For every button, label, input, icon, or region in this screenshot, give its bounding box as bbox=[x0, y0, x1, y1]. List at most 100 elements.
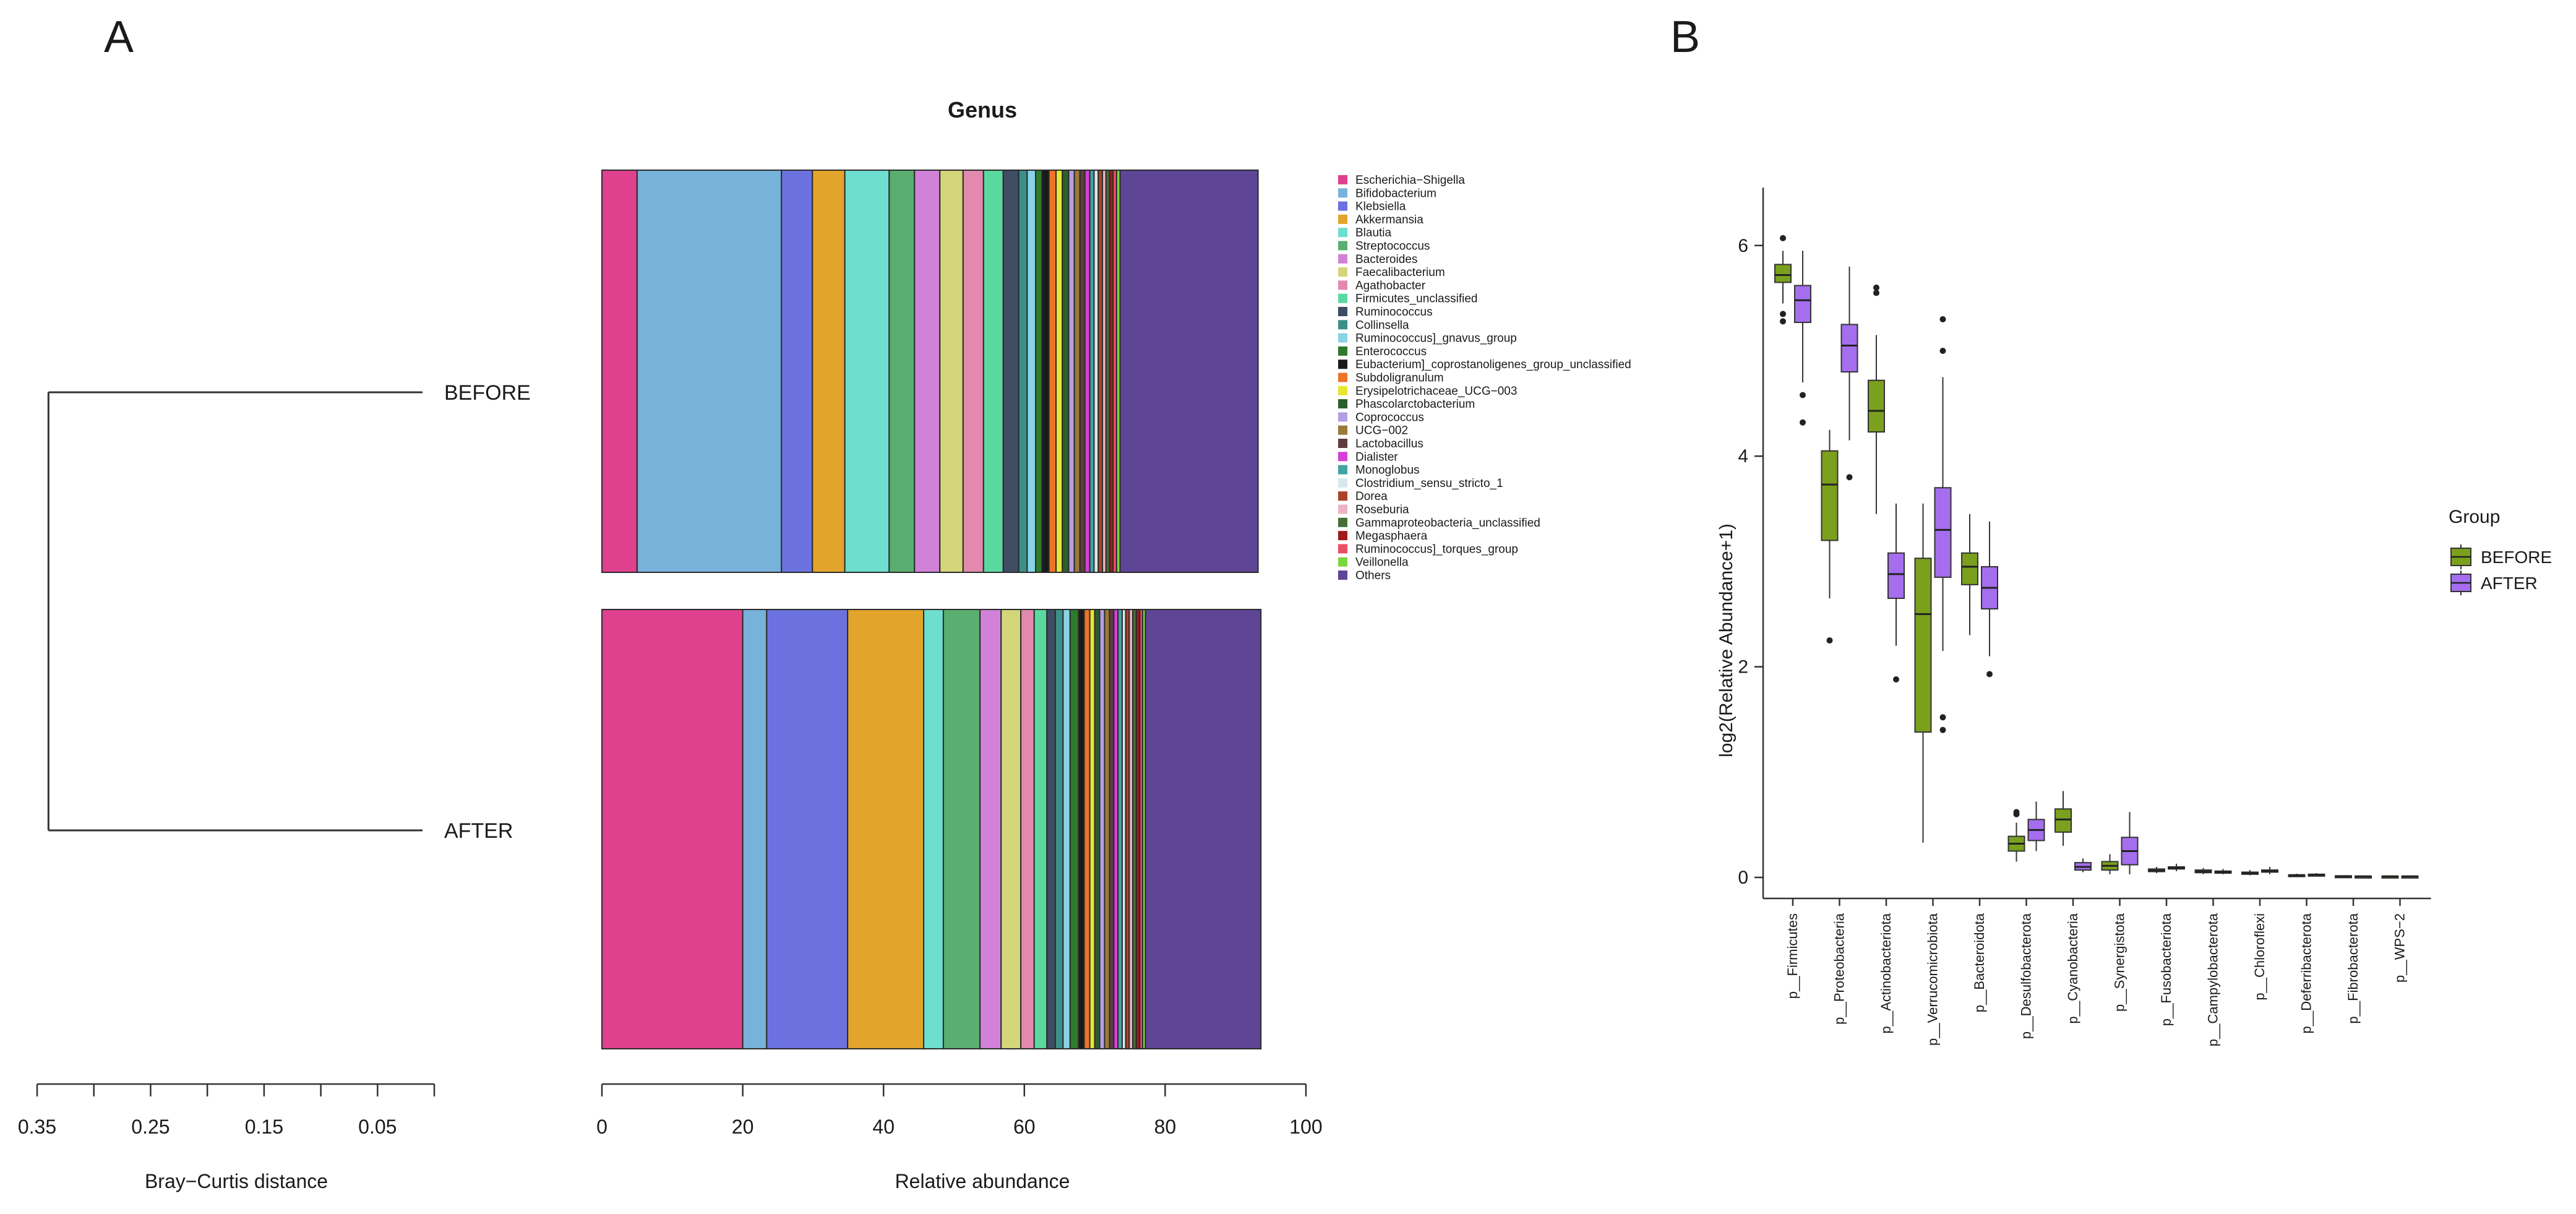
legend-swatch bbox=[1338, 491, 1347, 501]
box-outlier bbox=[1846, 474, 1853, 481]
legend-swatch bbox=[1338, 359, 1347, 369]
legend-swatch bbox=[1338, 228, 1347, 238]
boxplot-category-label: p__Deferribacterota bbox=[2299, 913, 2314, 1033]
box-before bbox=[1868, 284, 1885, 514]
abundance-x-tick-label: 100 bbox=[1289, 1116, 1322, 1138]
bar-segment-before bbox=[1089, 170, 1095, 573]
box-after bbox=[2355, 875, 2372, 879]
legend-label: Ruminococcus]_gnavus_group bbox=[1355, 332, 1517, 345]
bar-segment-before bbox=[1093, 170, 1099, 573]
dendrogram-x-tick-label: 0.15 bbox=[245, 1116, 283, 1138]
box-outlier bbox=[1826, 637, 1833, 644]
bar-segment-before bbox=[888, 170, 916, 573]
bar-segment-before bbox=[962, 170, 984, 573]
box-after bbox=[1934, 316, 1952, 733]
box-after bbox=[2074, 858, 2092, 872]
bar-segment-before bbox=[1026, 170, 1037, 573]
box-after bbox=[1887, 503, 1905, 683]
box-outlier bbox=[1939, 348, 1946, 354]
genus-legend: Escherichia−ShigellaBifidobacteriumKlebs… bbox=[1338, 174, 1631, 582]
panel-label-a: A bbox=[104, 12, 134, 62]
legend-swatch bbox=[1338, 293, 1347, 303]
group-legend: Group BEFORE AFTER bbox=[2449, 507, 2552, 595]
box-after bbox=[1981, 521, 1998, 678]
box-before bbox=[1821, 429, 1839, 644]
abundance-x-tick-label: 20 bbox=[732, 1116, 754, 1138]
panel-b-phylum-boxplot: log2(Relative Abundance+1) 0 2 4 6 p__Firmic… bbox=[1716, 187, 2431, 1046]
box-before bbox=[1961, 514, 1978, 635]
bar-segment-before bbox=[1018, 170, 1028, 573]
box-after bbox=[2121, 812, 2139, 874]
box-before bbox=[2288, 874, 2306, 877]
legend-swatch bbox=[1338, 188, 1347, 198]
boxplot-category-label: p__Actinobacteriota bbox=[1878, 913, 1894, 1033]
legend-label: Blautia bbox=[1355, 226, 1392, 239]
group-legend-title: Group bbox=[2449, 507, 2500, 527]
box-before bbox=[2194, 867, 2212, 874]
boxplot-category-label: p__Bacteroidota bbox=[1972, 913, 1987, 1012]
box-outlier bbox=[2013, 811, 2020, 817]
legend-label: Bacteroides bbox=[1355, 253, 1417, 266]
bar-segment-after bbox=[1083, 609, 1091, 1049]
box-outlier bbox=[1800, 419, 1806, 426]
box-iqr bbox=[1868, 379, 1885, 433]
legend-swatch bbox=[1338, 425, 1347, 435]
box-after bbox=[1840, 266, 1858, 481]
boxplot-category-label: p__Verrucomicrobiota bbox=[1925, 913, 1941, 1046]
box-iqr bbox=[1821, 450, 1839, 541]
bar-segment-before bbox=[1079, 170, 1086, 573]
bar-segment-after bbox=[766, 609, 849, 1049]
box-before bbox=[1914, 503, 1932, 843]
legend-label: Megasphaera bbox=[1355, 530, 1428, 543]
box-after bbox=[2027, 801, 2045, 851]
bar-segment-after bbox=[1062, 609, 1071, 1049]
box-iqr bbox=[1914, 557, 1932, 733]
abundance-x-tick-label: 0 bbox=[596, 1116, 608, 1138]
box-iqr bbox=[1961, 552, 1978, 585]
bar-segment-after bbox=[1099, 609, 1106, 1049]
bar-segment-after bbox=[1104, 609, 1110, 1049]
abundance-x-tick-label: 60 bbox=[1013, 1116, 1036, 1138]
legend-label: Phascolarctobacterium bbox=[1355, 398, 1475, 411]
legend-label: Firmicutes_unclassified bbox=[1355, 293, 1477, 306]
bar-segment-after bbox=[1046, 609, 1056, 1049]
panel-a-dendrogram: Bray−Curtis distance BEFORE AFTER 0.35 0.25… bbox=[18, 381, 531, 1192]
boxplot-category-label: p__WPS−2 bbox=[2392, 913, 2408, 983]
bar-segment-after bbox=[1094, 609, 1101, 1049]
panel-a-genus-composition: Genus Relative abundance 0 20 40 60 80 100 bbox=[596, 97, 1323, 1192]
legend-swatch bbox=[1338, 333, 1347, 343]
bar-segment-before bbox=[1035, 170, 1043, 573]
legend-swatch bbox=[1338, 478, 1347, 488]
legend-label: Monoglobus bbox=[1355, 464, 1420, 477]
legend-swatch bbox=[1338, 372, 1347, 382]
box-outlier bbox=[1873, 290, 1879, 296]
legend-label: Others bbox=[1355, 569, 1391, 582]
legend-swatch bbox=[1338, 201, 1347, 211]
boxplot-category-label: p__Firmicutes bbox=[1785, 913, 1800, 999]
boxplot-category-label: p__Campylobacterota bbox=[2205, 913, 2221, 1046]
box-iqr bbox=[1934, 487, 1952, 578]
legend-swatch bbox=[1338, 439, 1347, 448]
abundance-x-tick-label: 80 bbox=[1154, 1116, 1177, 1138]
box-before bbox=[2335, 875, 2352, 879]
legend-swatch bbox=[1338, 175, 1347, 184]
abundance-x-tick-label: 40 bbox=[872, 1116, 895, 1138]
bar-segment-before bbox=[982, 170, 1004, 573]
legend-label: Collinsella bbox=[1355, 319, 1409, 332]
bar-segment-after bbox=[923, 609, 944, 1049]
box-before bbox=[1774, 235, 1792, 325]
box-outlier bbox=[1780, 311, 1786, 317]
bar-segment-before bbox=[914, 170, 941, 573]
bar-segment-before bbox=[1055, 170, 1063, 573]
legend-swatch bbox=[1338, 517, 1347, 527]
legend-swatch bbox=[1338, 346, 1347, 356]
box-after bbox=[2401, 875, 2419, 879]
box-after bbox=[2261, 866, 2278, 874]
legend-swatch bbox=[1338, 280, 1347, 290]
box-iqr bbox=[1774, 264, 1792, 283]
boxplot-category-label: p__Proteobacteria bbox=[1832, 913, 1847, 1025]
legend-label: Enterococcus bbox=[1355, 345, 1427, 358]
legend-label: Ruminococcus bbox=[1355, 306, 1433, 319]
bar-segment-before bbox=[1041, 170, 1050, 573]
